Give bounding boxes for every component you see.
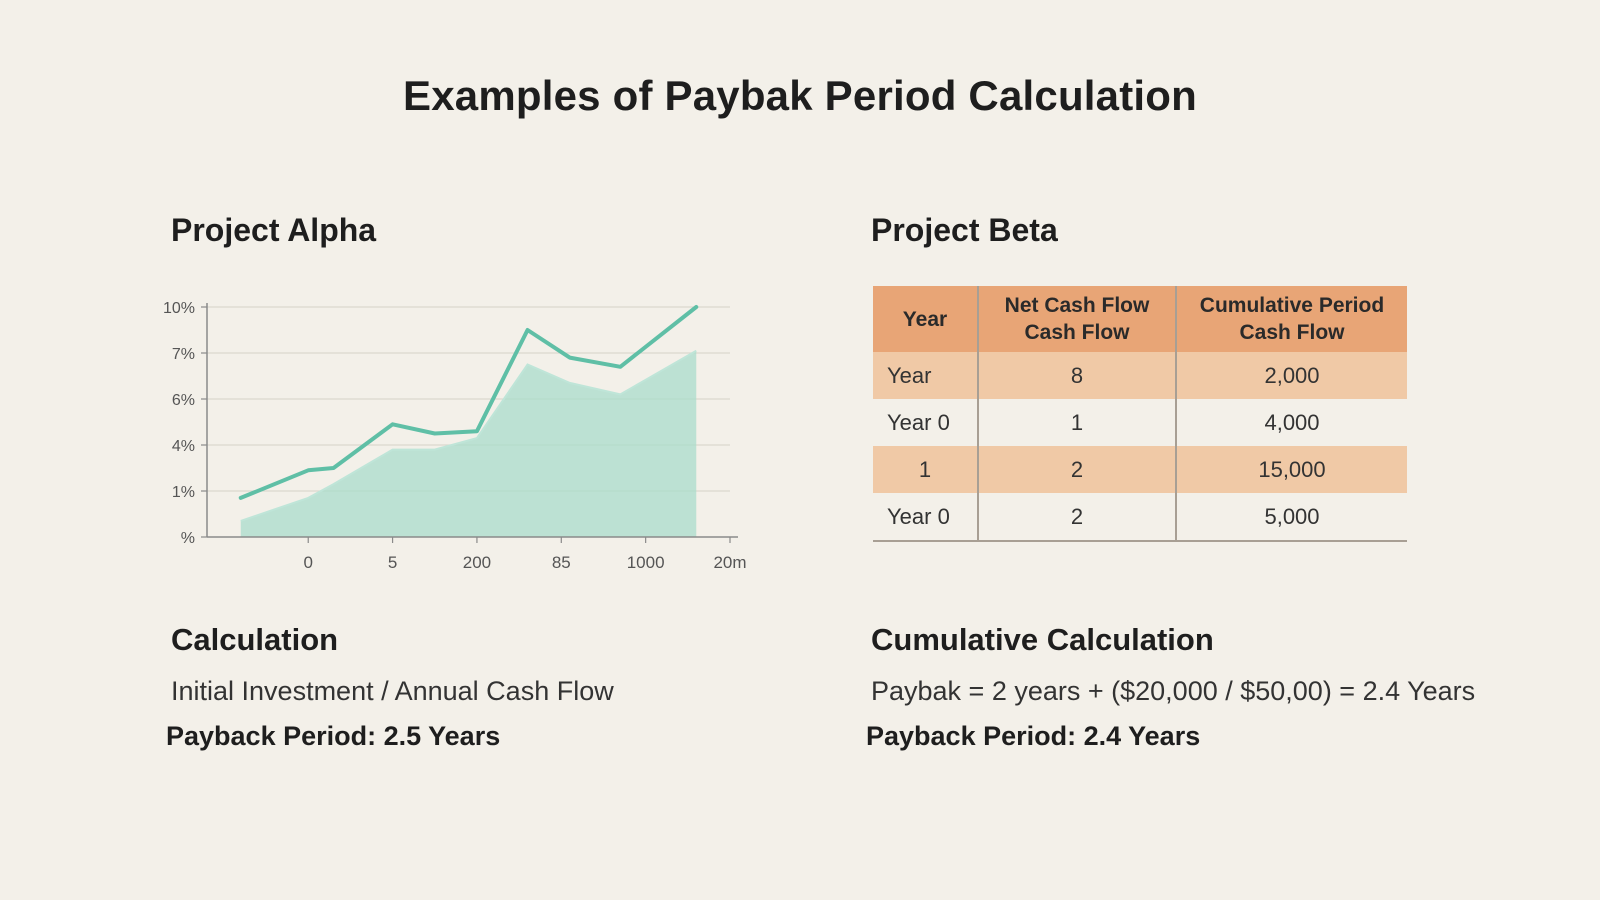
- header-net-cash-flow: Net Cash Flow Cash Flow: [977, 286, 1176, 352]
- y-tick-label: 6%: [172, 392, 195, 409]
- table-row: Year 0 2 5,000: [873, 493, 1407, 542]
- table-cell: 5,000: [1175, 493, 1407, 542]
- x-tick-label: 20m: [713, 553, 746, 572]
- alpha-section-title: Project Alpha: [171, 212, 377, 248]
- x-tick-label: 200: [463, 553, 491, 572]
- beta-calculation-title: Cumulative Calculation: [871, 622, 1214, 657]
- y-tick-label: %: [181, 530, 195, 547]
- table-cell: 4,000: [1175, 399, 1407, 446]
- x-tick-label: 0: [303, 553, 312, 572]
- alpha-payback-result: Payback Period: 2.5 Years: [166, 721, 501, 751]
- table-cell: Year: [873, 352, 978, 399]
- y-tick-label: 10%: [163, 300, 195, 317]
- table-row: Year 8 2,000: [873, 352, 1407, 399]
- area-series: [240, 350, 697, 537]
- table-cell: 15,000: [1175, 446, 1407, 493]
- area-series-edge: [240, 349, 697, 522]
- x-tick-label: 1000: [627, 553, 665, 572]
- table-header-row: Year Net Cash Flow Cash Flow Cumulative P…: [873, 286, 1407, 352]
- header-cumulative-cash-flow: Cumulative Period Cash Flow: [1175, 286, 1407, 352]
- header-year: Year: [873, 286, 978, 352]
- x-tick-label: 85: [552, 553, 571, 572]
- alpha-formula: Initial Investment / Annual Cash Flow: [171, 676, 614, 706]
- table-cell: 2: [977, 446, 1176, 493]
- line-series: [238, 305, 699, 500]
- table-cell: 1: [873, 446, 978, 493]
- x-tick-label: 5: [388, 553, 397, 572]
- table-row: 1 2 15,000: [873, 446, 1407, 493]
- table-cell: Year 0: [873, 493, 978, 542]
- page-title: Examples of Paybak Period Calculation: [403, 72, 1197, 119]
- y-tick-label: 4%: [172, 438, 195, 455]
- alpha-chart: % 1% 4% 6% 7% 10% 0 5 200 85 1000 20m: [163, 300, 747, 572]
- table-cell: Year 0: [887, 409, 950, 435]
- table-cell: 8: [977, 352, 1176, 399]
- beta-section-title: Project Beta: [871, 212, 1058, 248]
- beta-cash-flow-table: Year Net Cash Flow Cash Flow Cumulative P…: [873, 286, 1407, 542]
- table-cell: 1: [977, 399, 1176, 446]
- table-cell: 2: [977, 493, 1176, 542]
- y-tick-label: 7%: [172, 346, 195, 363]
- table-cell: 2,000: [1175, 352, 1407, 399]
- alpha-calculation-title: Calculation: [171, 622, 339, 657]
- beta-formula: Paybak = 2 years + ($20,000 / $50,00) = …: [871, 676, 1476, 706]
- table-row: Year 0 1 4,000: [873, 399, 1407, 446]
- beta-payback-result: Payback Period: 2.4 Years: [866, 721, 1201, 751]
- y-tick-label: 1%: [172, 484, 195, 501]
